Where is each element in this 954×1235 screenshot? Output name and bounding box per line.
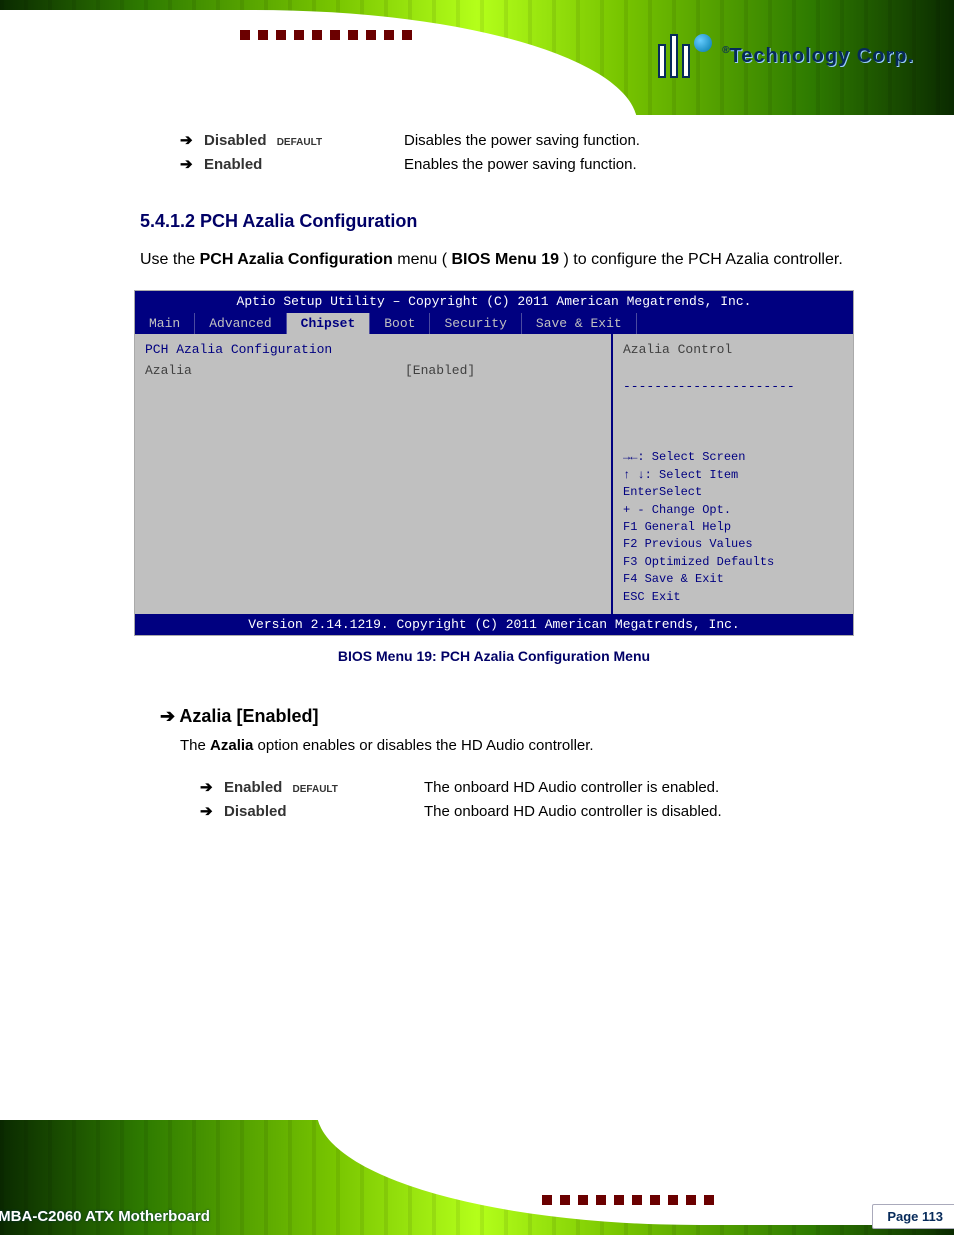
azalia-paragraph: The Azalia option enables or disables th… xyxy=(180,737,864,754)
bios-divider: ---------------------- xyxy=(623,379,843,394)
footer-model-name: IMBA-C2060 ATX Motherboard xyxy=(0,1208,210,1225)
arrow-right-icon: ➔ xyxy=(200,778,224,796)
bios-setting-key: Azalia xyxy=(145,363,405,378)
arrows-lr-icon: →← xyxy=(623,450,637,464)
key-desc: : Select Item xyxy=(645,468,739,482)
option-desc: The onboard HD Audio controller is disab… xyxy=(424,803,722,820)
figure-caption: BIOS Menu 19: PCH Azalia Configuration M… xyxy=(134,648,854,664)
bios-left-panel: PCH Azalia Configuration Azalia [Enabled… xyxy=(135,334,613,614)
key-desc: EnterSelect xyxy=(623,484,843,501)
red-dots-bottom xyxy=(542,1195,714,1205)
bios-footerbar: Version 2.14.1219. Copyright (C) 2011 Am… xyxy=(135,614,853,635)
option-desc: Disables the power saving function. xyxy=(404,132,640,149)
logo-dot-icon xyxy=(694,34,712,52)
para-text: Use the xyxy=(140,251,200,268)
arrow-right-icon: ➔ xyxy=(180,155,204,173)
bios-tab: Boot xyxy=(370,313,430,334)
arrow-right-icon: ➔ xyxy=(160,706,179,726)
key-desc: F1 General Help xyxy=(623,519,843,536)
option-row: ➔ Disabled The onboard HD Audio controll… xyxy=(200,802,864,820)
bios-help-text: Azalia Control xyxy=(623,342,843,357)
key-desc: : Select Screen xyxy=(637,450,745,464)
brand-logo: ®Technology Corp. xyxy=(658,34,914,78)
option-desc: The onboard HD Audio controller is enabl… xyxy=(424,779,719,796)
para-bold: Azalia xyxy=(210,737,253,754)
bios-tabs: Main Advanced Chipset Boot Security Save… xyxy=(135,312,853,334)
bios-tab-active: Chipset xyxy=(287,313,371,334)
key-desc: F3 Optimized Defaults xyxy=(623,554,843,571)
subsection-heading: ➔ Azalia [Enabled] xyxy=(160,706,864,727)
option-default-tag: DEFAULT xyxy=(277,137,322,148)
page-content: ➔ Disabled DEFAULT Disables the power sa… xyxy=(140,125,864,1110)
section-heading: 5.4.1.2 PCH Azalia Configuration xyxy=(140,211,864,232)
option-label: Disabled xyxy=(204,132,267,149)
para-bold: PCH Azalia Configuration xyxy=(200,251,393,268)
para-text: menu ( xyxy=(397,251,447,268)
bios-tab: Advanced xyxy=(195,313,286,334)
decorative-header-band: ®Technology Corp. xyxy=(0,0,954,115)
option-label: Disabled xyxy=(224,803,287,820)
intro-paragraph: Use the PCH Azalia Configuration menu ( … xyxy=(140,244,864,276)
bios-tab: Main xyxy=(135,313,195,334)
option-label: Enabled xyxy=(224,779,282,796)
bios-screenshot: Aptio Setup Utility – Copyright (C) 2011… xyxy=(134,290,854,636)
arrow-right-icon: ➔ xyxy=(180,131,204,149)
para-text: The xyxy=(180,737,210,754)
bios-key-legend: →←: Select Screen ↑ ↓: Select Item Enter… xyxy=(623,449,843,606)
bios-titlebar: Aptio Setup Utility – Copyright (C) 2011… xyxy=(135,291,853,312)
bios-body: PCH Azalia Configuration Azalia [Enabled… xyxy=(135,334,853,614)
logo-text: Technology Corp. xyxy=(729,45,914,67)
para-text: option enables or disables the HD Audio … xyxy=(253,737,593,754)
bios-left-heading: PCH Azalia Configuration xyxy=(145,342,601,357)
option-label: Enabled xyxy=(204,156,262,173)
logo-bars-icon xyxy=(658,34,690,78)
option-default-tag: DEFAULT xyxy=(293,784,338,795)
option-row: ➔ Disabled DEFAULT Disables the power sa… xyxy=(180,131,864,149)
bios-tab: Security xyxy=(430,313,521,334)
key-desc: + - Change Opt. xyxy=(623,502,843,519)
bios-setting-value: [Enabled] xyxy=(405,363,475,378)
para-ref: BIOS Menu 19 xyxy=(451,251,559,268)
arrows-ud-icon: ↑ ↓ xyxy=(623,468,645,482)
decorative-footer-band: IMBA-C2060 ATX Motherboard Page 113 xyxy=(0,1120,954,1235)
option-row: ➔ Enabled Enables the power saving funct… xyxy=(180,155,864,173)
bios-right-panel: Azalia Control ---------------------- →←… xyxy=(613,334,853,614)
key-desc: ESC Exit xyxy=(623,589,843,606)
para-text: ) to configure the PCH Azalia controller… xyxy=(564,251,843,268)
option-desc: Enables the power saving function. xyxy=(404,156,637,173)
red-dots xyxy=(240,30,412,40)
arrow-right-icon: ➔ xyxy=(200,802,224,820)
key-desc: F4 Save & Exit xyxy=(623,571,843,588)
bios-tab: Save & Exit xyxy=(522,313,637,334)
option-row: ➔ Enabled DEFAULT The onboard HD Audio c… xyxy=(200,778,864,796)
key-desc: F2 Previous Values xyxy=(623,536,843,553)
page-number: Page 113 xyxy=(872,1204,954,1229)
subsection-title: Azalia [Enabled] xyxy=(179,706,318,726)
